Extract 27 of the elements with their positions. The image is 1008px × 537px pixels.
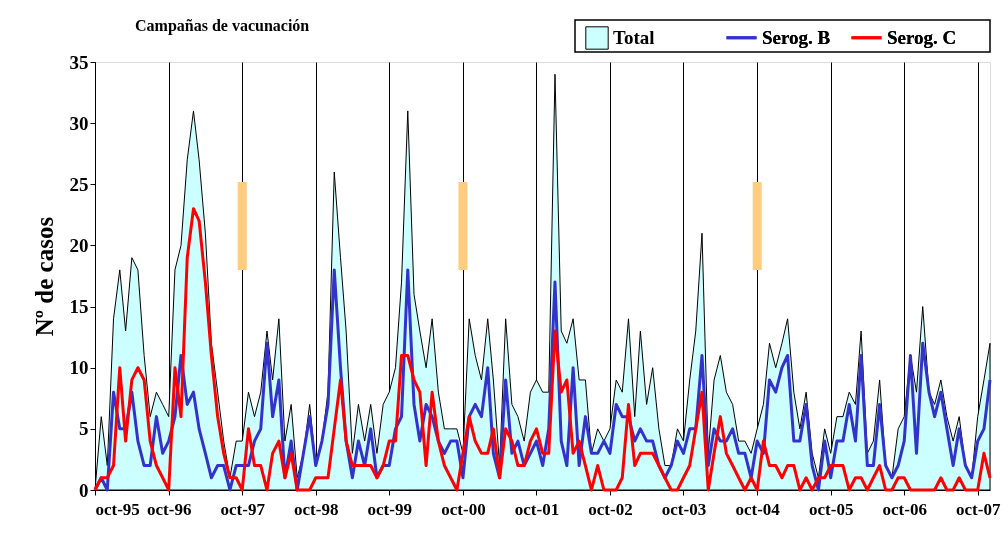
y-axis-title: Nº de casos [30, 216, 58, 337]
x-tick-label: oct-05 [809, 499, 854, 519]
y-tick-label: 0 [79, 479, 89, 501]
legend-label: Serog. C [887, 26, 957, 48]
y-tick-label: 30 [69, 112, 89, 134]
legend-label: Serog. B [762, 26, 831, 48]
text: Campañas de vacunación [135, 17, 310, 35]
x-tick-label: oct-99 [367, 499, 412, 519]
y-tick-label: 5 [79, 418, 89, 440]
x-tick-label: oct-02 [588, 499, 633, 519]
x-tick-label: oct-01 [514, 499, 560, 519]
line-series [93, 207, 992, 492]
x-tick-label: oct-00 [441, 499, 486, 519]
y-tick-label: 15 [69, 296, 89, 318]
x-tick-label: oct-97 [220, 499, 266, 519]
x-tick-label: oct-96 [147, 499, 192, 519]
x-tick-label: oct-07 [956, 499, 1001, 519]
legend-label: Total [613, 27, 655, 48]
x-tick-label: oct-03 [661, 499, 707, 519]
y-tick-label: 10 [69, 357, 89, 379]
x-tick-label: oct-98 [294, 499, 339, 519]
x-tick-label: oct-06 [882, 499, 927, 519]
x-tick-label: oct-95 [95, 499, 140, 519]
x-tick-label: oct-04 [735, 499, 781, 519]
y-tick-label: 20 [69, 234, 89, 256]
y-tick-label: 25 [69, 173, 89, 195]
y-tick-label: 35 [69, 51, 89, 73]
